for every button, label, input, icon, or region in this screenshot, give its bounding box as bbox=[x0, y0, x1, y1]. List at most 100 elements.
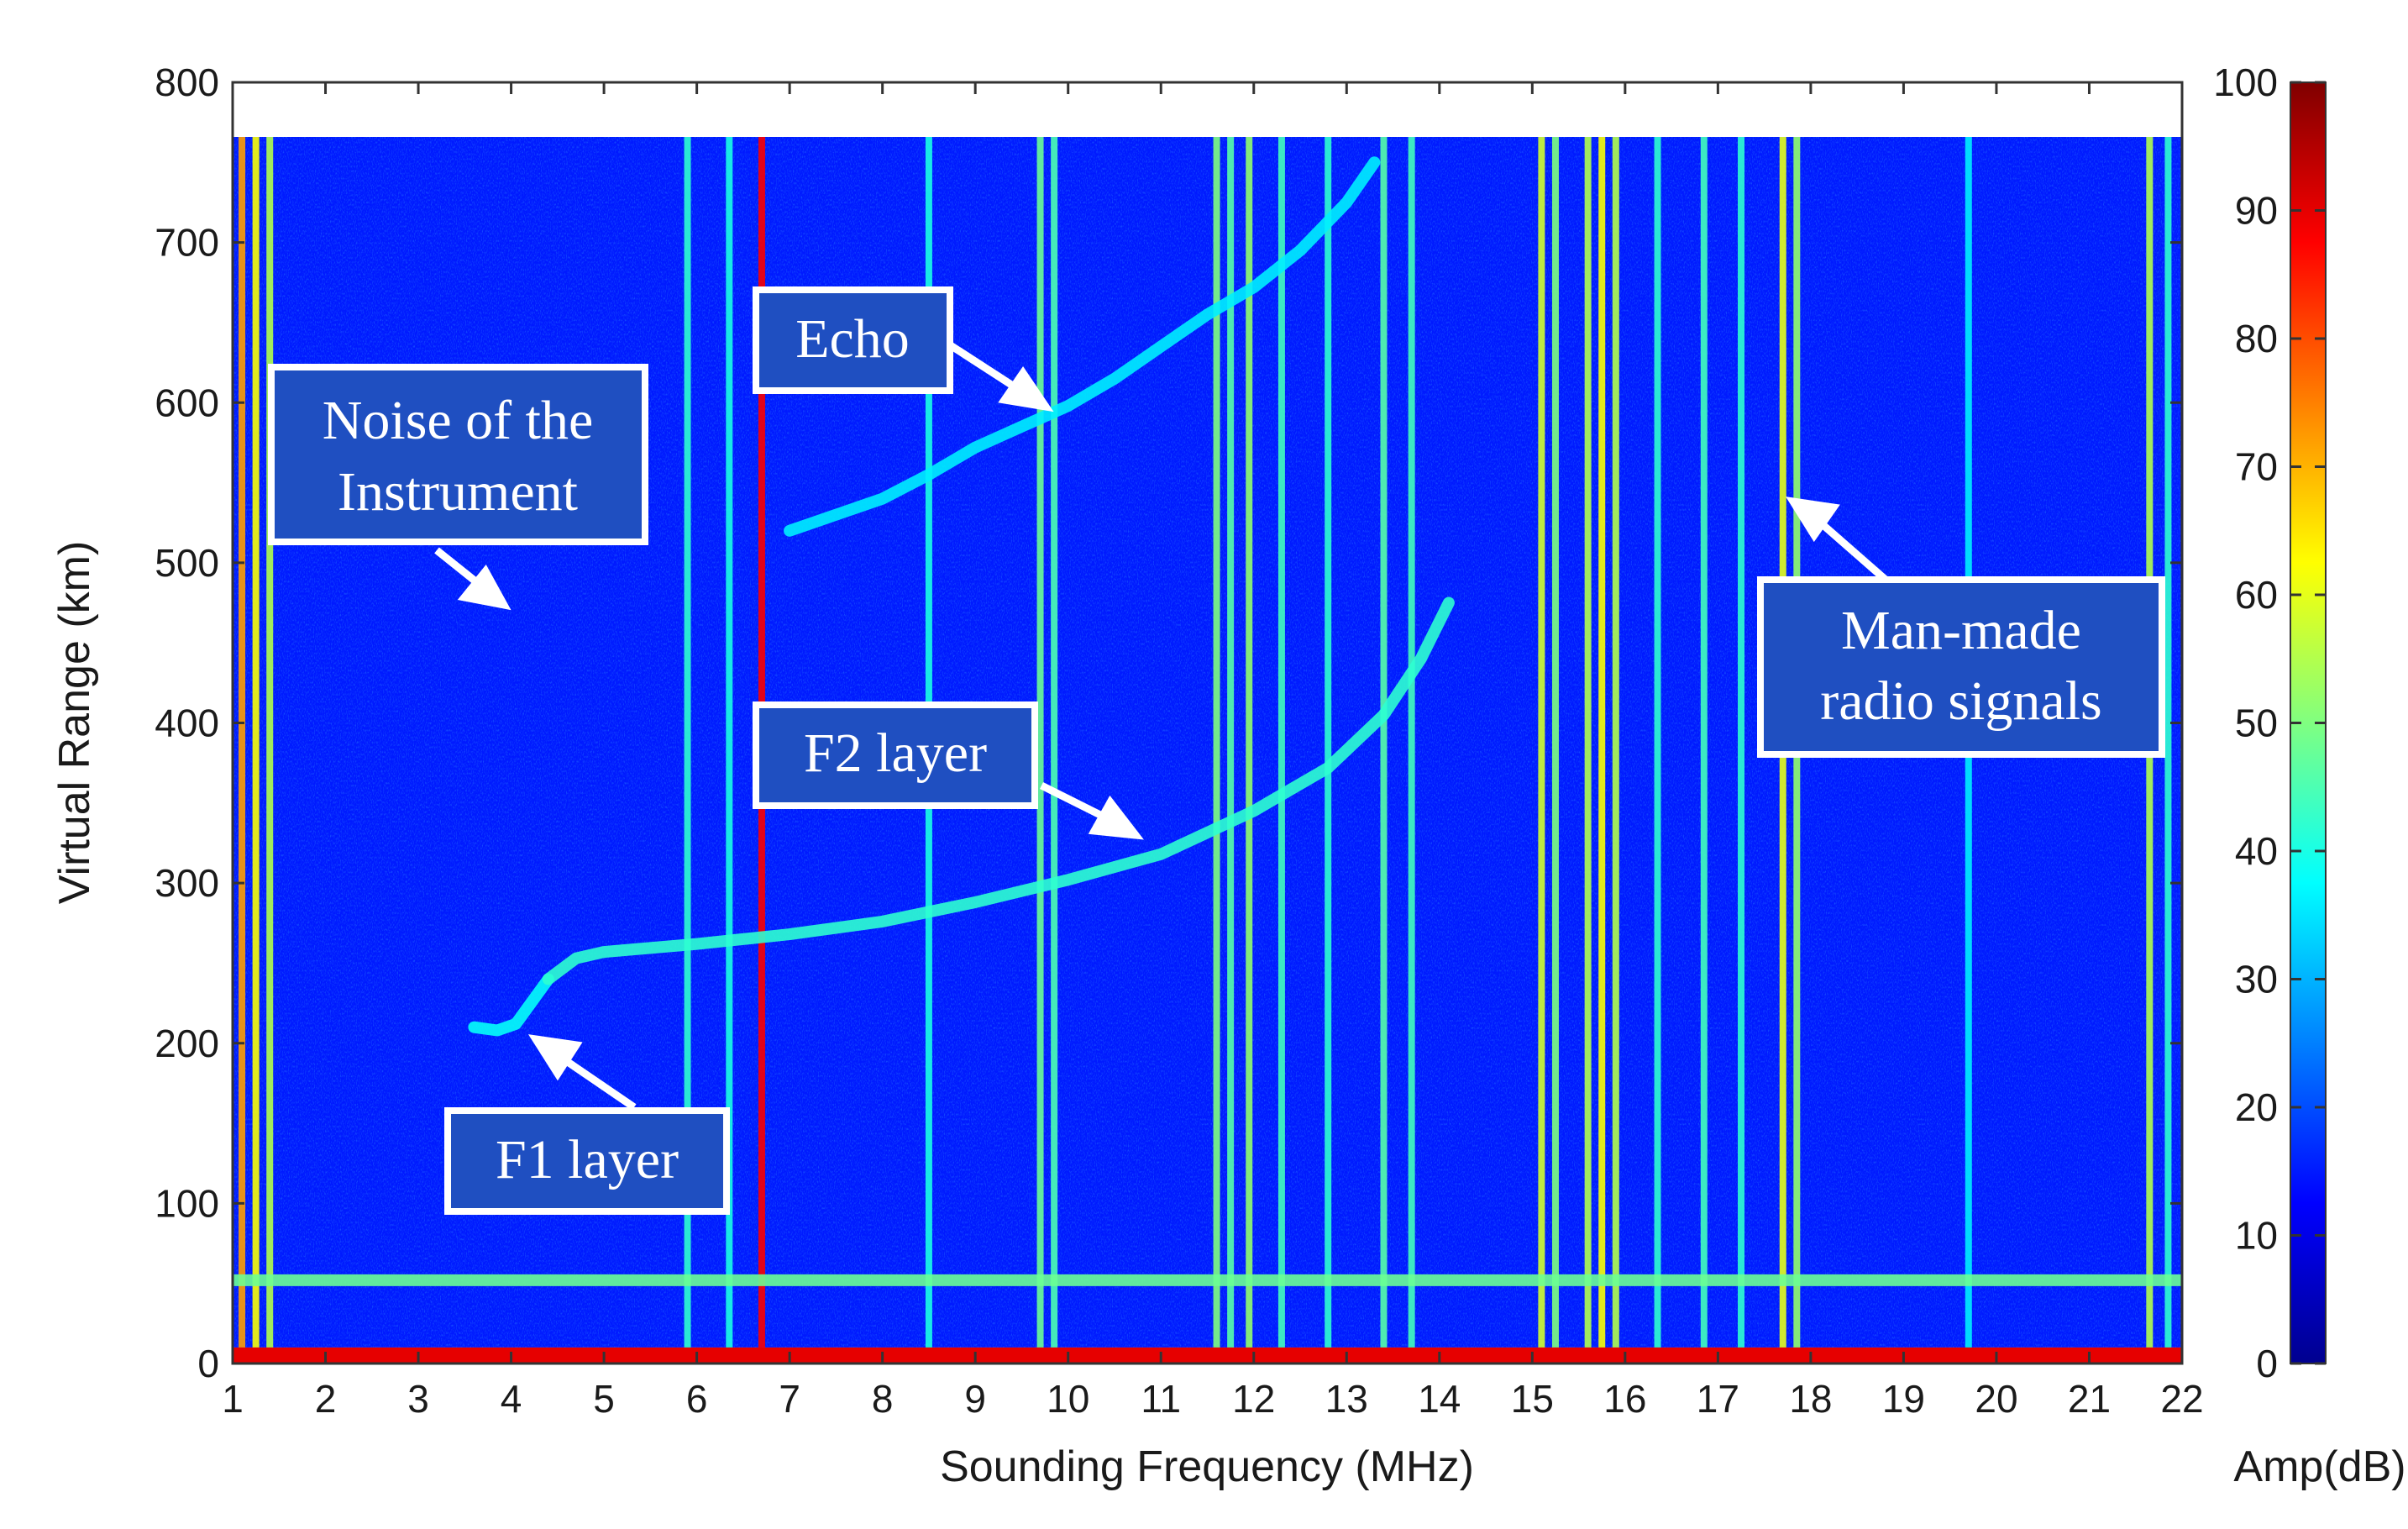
interference-line bbox=[252, 137, 260, 1348]
y-axis-title: Virtual Range (km) bbox=[50, 541, 99, 905]
y-tick-label: 0 bbox=[197, 1342, 219, 1385]
x-tick-label: 19 bbox=[1882, 1377, 1925, 1421]
x-tick-label: 18 bbox=[1789, 1377, 1832, 1421]
annotation-arrows bbox=[434, 341, 1888, 1111]
annotation-f1: F1 layer bbox=[444, 1107, 730, 1215]
y-tick-label: 100 bbox=[155, 1181, 219, 1225]
x-tick-label: 21 bbox=[2068, 1377, 2111, 1421]
colorbar-axis: 0 10 20 30 40 50 60 70 80 90 100 bbox=[2213, 60, 2326, 1385]
colorbar-tick-label: 80 bbox=[2235, 317, 2278, 360]
noise-arrow bbox=[434, 547, 481, 587]
f2-arrowhead bbox=[1088, 795, 1144, 840]
trace-echo bbox=[784, 156, 1381, 537]
interference-line bbox=[726, 137, 733, 1348]
colorbar-tick-label: 10 bbox=[2235, 1214, 2278, 1258]
x-tick-label: 15 bbox=[1511, 1377, 1554, 1421]
y-tick-label: 200 bbox=[155, 1022, 219, 1065]
interference-line bbox=[1380, 137, 1388, 1348]
interference-line bbox=[1246, 137, 1253, 1348]
x-tick-label: 10 bbox=[1047, 1377, 1089, 1421]
svg-text:Instrument: Instrument bbox=[338, 461, 578, 523]
x-tick-label: 22 bbox=[2160, 1377, 2203, 1421]
interference-line bbox=[1213, 137, 1220, 1348]
interference-line bbox=[239, 137, 246, 1348]
colorbar-tick-label: 0 bbox=[2256, 1342, 2278, 1385]
x-tick-label: 1 bbox=[222, 1377, 244, 1421]
interference-line bbox=[1738, 137, 1745, 1348]
colorbar-tick-label: 30 bbox=[2235, 958, 2278, 1001]
interference-line bbox=[1408, 137, 1415, 1348]
x-tick-label: 17 bbox=[1697, 1377, 1739, 1421]
colorbar-title: Amp(dB) bbox=[2233, 1442, 2405, 1491]
interference-line bbox=[684, 137, 691, 1348]
bottom-band bbox=[233, 1347, 2182, 1363]
interference-line bbox=[1051, 137, 1058, 1348]
x-tick-label: 2 bbox=[315, 1377, 337, 1421]
x-tick-label: 8 bbox=[872, 1377, 894, 1421]
x-axis: 1 2 3 4 5 6 7 8 9 10 11 12 13 14 15 16 17 18 19 20 21 22 bbox=[222, 82, 2204, 1421]
radio-arrowhead bbox=[1786, 497, 1840, 543]
interference-line bbox=[1654, 137, 1661, 1348]
x-tick-label: 13 bbox=[1325, 1377, 1368, 1421]
interference-line bbox=[266, 137, 274, 1348]
annotation-noise: Noise of the Instrument bbox=[268, 364, 648, 545]
x-tick-label: 6 bbox=[686, 1377, 708, 1421]
interference-line bbox=[1277, 137, 1285, 1348]
radio-arrow bbox=[1816, 518, 1888, 583]
interference-line bbox=[1036, 137, 1044, 1348]
interference-line bbox=[1227, 137, 1235, 1348]
colorbar-tick-label: 60 bbox=[2235, 573, 2278, 617]
x-axis-title: Sounding Frequency (MHz) bbox=[940, 1442, 1474, 1491]
svg-text:Echo: Echo bbox=[795, 308, 910, 370]
annotation-f2: F2 layer bbox=[753, 701, 1038, 809]
colorbar-tick-label: 100 bbox=[2213, 60, 2278, 104]
interference-line bbox=[2164, 137, 2172, 1348]
svg-text:Man-made: Man-made bbox=[1841, 600, 2081, 661]
interference-line bbox=[1598, 137, 1606, 1348]
svg-text:F2 layer: F2 layer bbox=[804, 722, 987, 784]
f2-arrow bbox=[1039, 781, 1111, 823]
interference-line bbox=[1538, 137, 1545, 1348]
interference-line bbox=[1584, 137, 1592, 1348]
noise-arrowhead bbox=[457, 564, 512, 611]
annotation-radio: Man-made radio signals bbox=[1757, 576, 2165, 758]
y-tick-label: 300 bbox=[155, 861, 219, 905]
colorbar-tick-label: 90 bbox=[2235, 189, 2278, 233]
y-tick-label: 400 bbox=[155, 701, 219, 745]
x-tick-label: 20 bbox=[1975, 1377, 2017, 1421]
colorbar-tick-label: 20 bbox=[2235, 1085, 2278, 1129]
interference-line bbox=[1612, 137, 1619, 1348]
interference-line bbox=[1551, 137, 1559, 1348]
svg-text:F1 layer: F1 layer bbox=[496, 1129, 679, 1190]
f1-arrow bbox=[560, 1055, 637, 1111]
trace-f2-layer bbox=[542, 596, 1455, 985]
x-tick-label: 12 bbox=[1232, 1377, 1275, 1421]
interference-line bbox=[1325, 137, 1332, 1348]
x-tick-label: 14 bbox=[1418, 1377, 1461, 1421]
annotation-echo: Echo bbox=[753, 286, 953, 394]
svg-text:radio signals: radio signals bbox=[1820, 670, 2101, 732]
trace-f1-layer bbox=[468, 973, 554, 1037]
interference-line bbox=[1700, 137, 1708, 1348]
x-tick-label: 5 bbox=[593, 1377, 615, 1421]
echo-traces bbox=[233, 156, 2182, 1286]
y-tick-label: 800 bbox=[155, 60, 219, 104]
x-tick-label: 7 bbox=[779, 1377, 800, 1421]
colorbar-tick-label: 50 bbox=[2235, 701, 2278, 745]
x-tick-label: 16 bbox=[1603, 1377, 1646, 1421]
colorbar-tick-label: 70 bbox=[2235, 445, 2278, 489]
x-tick-label: 3 bbox=[407, 1377, 429, 1421]
echo-arrowhead bbox=[998, 366, 1054, 412]
svg-text:Noise of the: Noise of the bbox=[323, 390, 594, 451]
echo-arrow bbox=[947, 341, 1023, 394]
y-tick-label: 500 bbox=[155, 541, 219, 585]
colorbar-tick-label: 40 bbox=[2235, 829, 2278, 873]
x-tick-label: 4 bbox=[501, 1377, 522, 1421]
y-tick-label: 700 bbox=[155, 221, 219, 265]
y-tick-label: 600 bbox=[155, 381, 219, 424]
x-tick-label: 9 bbox=[964, 1377, 986, 1421]
x-tick-label: 11 bbox=[1141, 1377, 1181, 1421]
f1-arrowhead bbox=[527, 1034, 583, 1081]
y-axis: 0 100 200 300 400 500 600 700 800 bbox=[155, 60, 2182, 1385]
